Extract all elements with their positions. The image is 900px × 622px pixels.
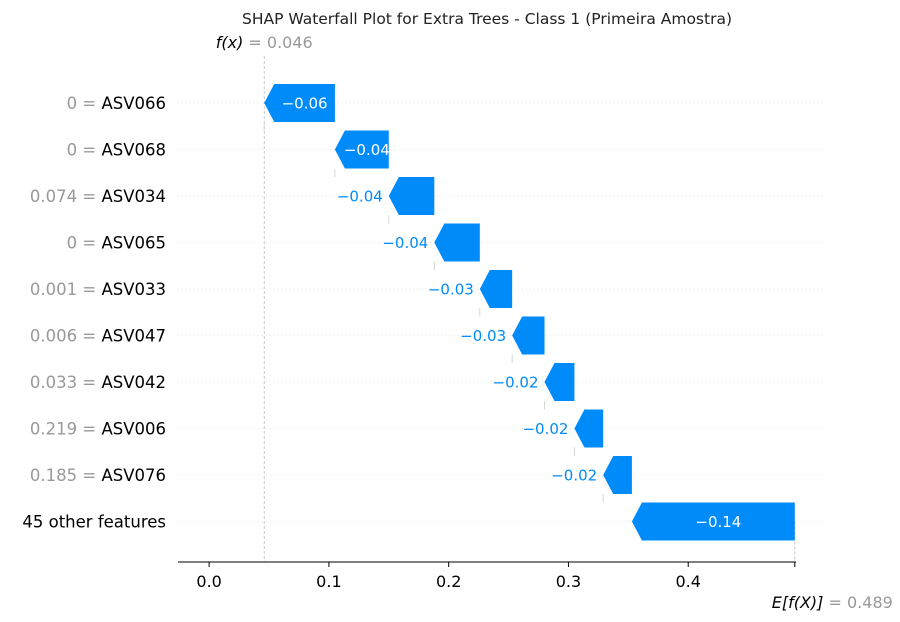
feature-label: 0.185 = ASV076: [30, 466, 166, 485]
feature-name: 45 other features: [22, 513, 166, 532]
feature-name: ASV068: [101, 141, 166, 160]
fx-symbol: f(x): [216, 33, 249, 52]
feature-value: 0.074 =: [30, 187, 102, 206]
bar-value-label: −0.04: [382, 234, 428, 252]
bar-value-label: −0.02: [493, 374, 539, 392]
x-tick-label: 0.0: [196, 572, 221, 591]
bar-asv033: [479, 270, 513, 308]
base-value: = 0.489: [829, 593, 893, 612]
feature-label: 0 = ASV065: [67, 234, 166, 253]
x-tick-label: 0.3: [556, 572, 581, 591]
x-axis: 0.0 0.1 0.2 0.3 0.4: [178, 561, 796, 591]
feature-name: ASV066: [101, 94, 166, 113]
feature-name: ASV076: [101, 466, 166, 485]
feature-name: ASV033: [101, 280, 166, 299]
feature-value: 0.219 =: [30, 420, 102, 439]
feature-label: 0.074 = ASV034: [30, 187, 166, 206]
chart-title: SHAP Waterfall Plot for Extra Trees - Cl…: [242, 10, 732, 28]
bar-asv034: [388, 177, 435, 215]
x-tick-label: 0.4: [675, 572, 700, 591]
bar-45-other-features: [631, 502, 795, 541]
bar-value-label: −0.03: [428, 281, 474, 299]
feature-name: ASV034: [101, 187, 166, 206]
x-tick-label: 0.2: [436, 572, 461, 591]
x-tick-label: 0.1: [316, 572, 341, 591]
bar-value-label: −0.03: [460, 327, 506, 345]
feature-name: ASV065: [101, 234, 166, 253]
bar-value-label: −0.04: [337, 188, 383, 206]
feature-label: 0.001 = ASV033: [30, 280, 166, 299]
feature-name: ASV006: [101, 420, 166, 439]
base-value-annotation: E[f(X)] = 0.489: [772, 593, 893, 612]
feature-label: 0.006 = ASV047: [30, 327, 166, 346]
feature-value: 0 =: [67, 234, 102, 253]
bar-asv006: [574, 409, 604, 448]
feature-label: 0.219 = ASV006: [30, 420, 166, 439]
bar-asv068: [334, 130, 389, 169]
bar-value-label: −0.02: [551, 467, 597, 485]
bar-value-label: −0.14: [695, 513, 741, 531]
feature-label: 45 other features: [22, 513, 166, 532]
feature-value: 0 =: [67, 141, 102, 160]
bar-asv066: [264, 84, 335, 122]
base-value-label: E[f(X)] = 0.489: [772, 593, 893, 612]
feature-name: ASV047: [101, 327, 166, 346]
feature-value: 0.001 =: [30, 280, 102, 299]
bar-asv047: [512, 316, 545, 355]
guide-lines: [263, 56, 796, 562]
feature-label: 0.033 = ASV042: [30, 373, 166, 392]
bar-asv076: [603, 456, 632, 494]
feature-label: 0 = ASV068: [67, 141, 166, 160]
bar-asv065: [434, 223, 480, 262]
feature-value: 0.185 =: [30, 466, 102, 485]
feature-value: 0.033 =: [30, 373, 102, 392]
bar-value-label: −0.04: [344, 141, 390, 159]
fx-value: = 0.046: [248, 33, 312, 52]
bar-asv042: [544, 363, 575, 401]
feature-name: ASV042: [101, 373, 166, 392]
feature-value: 0 =: [67, 94, 102, 113]
fx-annotation: f(x) = 0.046: [216, 33, 313, 52]
bars: −0.06 −0.04 −0.04 −0.04 −0.03 −0.03 −0.02 −0.02…: [264, 84, 795, 541]
fx-label: f(x) = 0.046: [216, 33, 313, 52]
grid-lines: [178, 102, 826, 522]
feature-value: 0.006 =: [30, 327, 102, 346]
feature-label: 0 = ASV066: [67, 94, 166, 113]
base-symbol: E[f(X)]: [772, 593, 829, 612]
bar-value-label: −0.06: [282, 95, 328, 113]
bar-value-label: −0.02: [522, 420, 568, 438]
